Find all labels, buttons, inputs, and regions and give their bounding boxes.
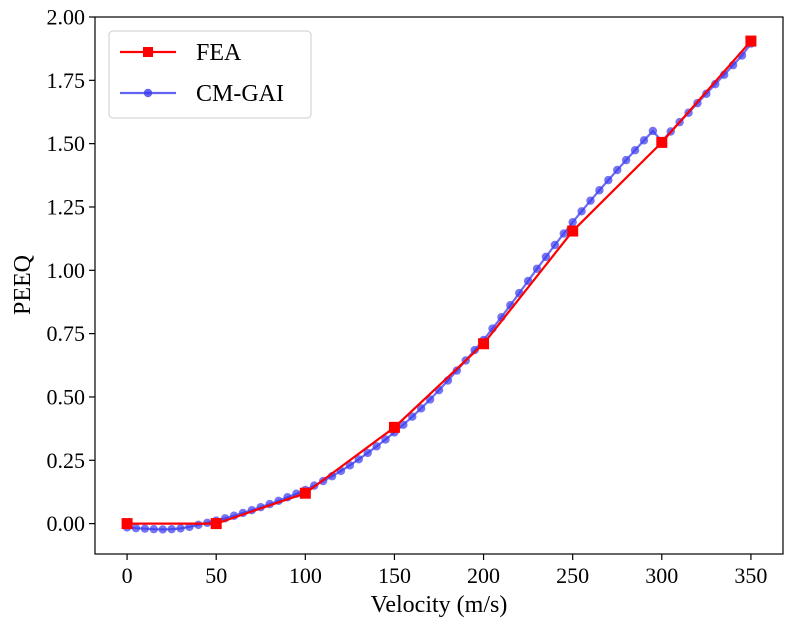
x-tick-label: 350 xyxy=(734,563,767,588)
point-cm-gai xyxy=(577,207,586,216)
x-tick-label: 100 xyxy=(289,563,322,588)
point-cm-gai xyxy=(568,217,577,227)
y-tick-label: 2.00 xyxy=(47,5,86,30)
point-cm-gai xyxy=(140,524,150,533)
legend-cmgai-marker xyxy=(143,88,153,98)
point-cm-gai xyxy=(381,435,390,444)
point-cm-gai xyxy=(648,126,658,136)
point-cm-gai xyxy=(604,175,613,185)
point-cm-gai xyxy=(613,165,622,175)
point-cm-gai xyxy=(532,264,542,273)
point-fea xyxy=(388,421,400,433)
point-cm-gai xyxy=(399,420,408,430)
x-tick-label: 300 xyxy=(645,563,678,588)
y-tick-label: 1.50 xyxy=(47,131,86,156)
legend-cmgai-label: CM-GAI xyxy=(196,81,284,107)
point-cm-gai xyxy=(194,520,203,530)
point-cm-gai xyxy=(158,525,167,534)
point-fea xyxy=(567,225,579,237)
series-layer xyxy=(121,35,757,534)
series-line-fea xyxy=(127,40,752,525)
y-tick-label: 0.25 xyxy=(47,448,86,473)
plot-area-frame xyxy=(94,16,784,555)
point-cm-gai xyxy=(470,345,479,355)
point-cm-gai xyxy=(131,523,141,533)
point-fea xyxy=(745,35,757,47)
x-axis-title: Velocity (m/s) xyxy=(371,592,508,618)
legend: FEA CM-GAI xyxy=(108,30,312,119)
point-cm-gai xyxy=(630,146,640,155)
y-tick-label: 1.25 xyxy=(47,194,86,219)
point-cm-gai xyxy=(550,240,560,250)
y-tick-label: 0.50 xyxy=(47,384,86,409)
y-tick-label: 1.00 xyxy=(47,258,86,283)
y-tick-label: 0.75 xyxy=(47,321,86,346)
point-cm-gai xyxy=(372,442,381,451)
point-cm-gai xyxy=(595,186,604,195)
x-tick-label: 0 xyxy=(122,563,133,588)
point-fea xyxy=(656,136,668,148)
point-fea xyxy=(478,338,490,350)
point-cm-gai xyxy=(345,461,355,470)
point-cm-gai xyxy=(559,229,568,238)
point-cm-gai xyxy=(176,524,185,533)
point-cm-gai xyxy=(354,455,363,464)
point-cm-gai xyxy=(185,522,194,532)
point-cm-gai xyxy=(639,136,649,145)
x-axis-ticks: 0 50 100 150 200 250 300 350 xyxy=(122,554,767,588)
point-fea xyxy=(210,518,222,530)
legend-fea-label: FEA xyxy=(196,40,242,66)
point-cm-gai xyxy=(363,448,372,458)
y-axis-title: PEEQ xyxy=(10,255,36,315)
y-tick-label: 0.00 xyxy=(47,511,86,536)
point-cm-gai xyxy=(167,524,176,534)
point-cm-gai xyxy=(621,155,631,165)
y-axis-ticks: 0.00 0.25 0.50 0.75 1.00 1.25 1.50 1.75 2.00 xyxy=(47,5,95,536)
x-tick-label: 200 xyxy=(467,563,500,588)
point-cm-gai xyxy=(416,404,426,413)
point-cm-gai xyxy=(452,366,462,375)
point-cm-gai xyxy=(702,89,711,98)
x-tick-label: 150 xyxy=(378,563,411,588)
y-tick-label: 1.75 xyxy=(47,68,86,93)
point-cm-gai xyxy=(711,79,720,89)
point-cm-gai xyxy=(149,524,159,534)
point-cm-gai xyxy=(541,252,551,262)
point-cm-gai xyxy=(586,196,595,205)
x-tick-label: 50 xyxy=(205,563,227,588)
point-cm-gai xyxy=(408,412,417,421)
point-fea xyxy=(299,487,311,499)
legend-fea-marker xyxy=(143,47,153,57)
x-tick-label: 250 xyxy=(556,563,589,588)
point-fea xyxy=(121,518,133,530)
